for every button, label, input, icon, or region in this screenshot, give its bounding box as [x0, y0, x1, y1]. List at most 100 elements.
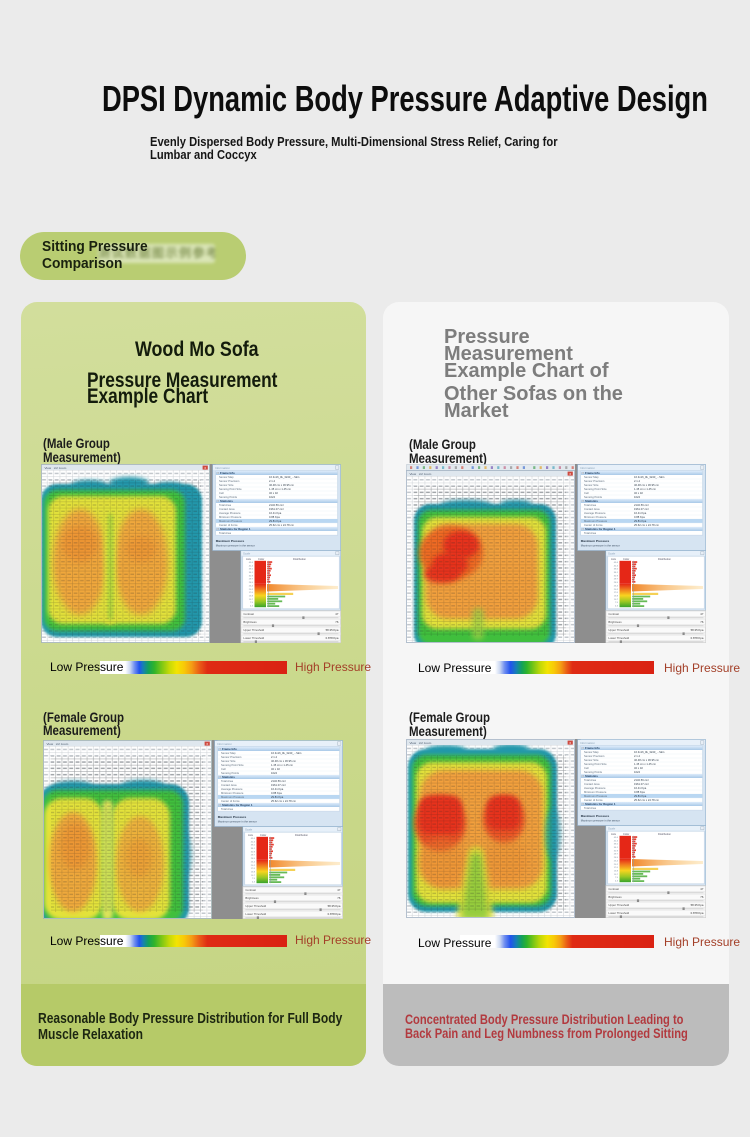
svg-text:0.88 Kpa: 0.88 Kpa — [271, 791, 282, 795]
svg-text:36.1: 36.1 — [614, 572, 619, 574]
svg-text:36.1: 36.1 — [251, 848, 256, 850]
svg-text:2132.56 cm²: 2132.56 cm² — [271, 779, 286, 783]
svg-text:Axis: Axis — [246, 557, 252, 561]
svg-text:Axis: Axis — [611, 557, 617, 561]
svg-text:2.1.4: 2.1.4 — [634, 754, 640, 758]
svg-text:Frame Info: Frame Info — [220, 471, 235, 475]
svg-text:10.7: 10.7 — [614, 599, 619, 601]
svg-text:Information: Information — [580, 741, 595, 745]
svg-text:Statistics for Region 1: Statistics for Region 1 — [222, 803, 253, 807]
svg-text:47: 47 — [337, 888, 341, 892]
svg-text:Maximum Pressure: Maximum Pressure — [584, 519, 608, 523]
svg-text:Sensor Size: Sensor Size — [584, 758, 599, 762]
svg-text:0.878 Kpa: 0.878 Kpa — [328, 912, 341, 916]
svg-text:Statistics for Region 1: Statistics for Region 1 — [220, 527, 251, 531]
svg-text:2132.56 cm²: 2132.56 cm² — [634, 503, 649, 507]
svg-text:Frame Info: Frame Info — [222, 747, 237, 751]
svg-text:29.81 Kpa: 29.81 Kpa — [634, 794, 647, 798]
svg-text:Sensing Point Size: Sensing Point Size — [221, 763, 244, 767]
svg-text:39.2: 39.2 — [249, 569, 254, 571]
svg-text:Sensing Points: Sensing Points — [584, 495, 603, 499]
svg-text:Contact Area: Contact Area — [584, 507, 600, 511]
svg-text:7.5: 7.5 — [252, 878, 256, 880]
svg-text:1024: 1024 — [271, 771, 277, 775]
svg-text:29.7: 29.7 — [249, 579, 254, 581]
svg-text:Sensor Size: Sensor Size — [221, 759, 236, 763]
svg-text:17.0: 17.0 — [614, 867, 619, 869]
svg-text:46.48 cm x 36.95 cm: 46.48 cm x 36.95 cm — [269, 483, 295, 487]
svg-text:42.4: 42.4 — [614, 565, 619, 567]
svg-text:Sensing Points: Sensing Points — [221, 771, 240, 775]
svg-text:2.1.4: 2.1.4 — [269, 479, 275, 483]
svg-text:Sensor Precision: Sensor Precision — [219, 479, 240, 483]
svg-text:1961.07 cm²: 1961.07 cm² — [634, 782, 649, 786]
svg-text:23.4: 23.4 — [251, 861, 256, 863]
svg-text:4.3: 4.3 — [252, 882, 256, 884]
svg-text:x: x — [206, 742, 208, 746]
svg-text:Upper Threshold: Upper Threshold — [245, 904, 266, 908]
svg-text:20.2: 20.2 — [249, 589, 254, 591]
svg-text:39.2: 39.2 — [614, 844, 619, 846]
svg-text:Sensor Map: Sensor Map — [221, 751, 236, 755]
svg-text:Color: Color — [258, 557, 264, 561]
svg-text:47: 47 — [700, 612, 704, 616]
svg-text:Upper Threshold: Upper Threshold — [243, 628, 264, 632]
svg-text:16.41 Kpa: 16.41 Kpa — [634, 511, 647, 515]
svg-text:Brightness: Brightness — [243, 620, 257, 624]
svg-text:Contrast: Contrast — [608, 612, 619, 616]
svg-text:58.35 Kpa: 58.35 Kpa — [326, 628, 339, 632]
svg-text:Sensor Map: Sensor Map — [584, 475, 599, 479]
svg-text:Distribution: Distribution — [658, 557, 672, 561]
svg-text:Center of Force: Center of Force — [584, 523, 603, 527]
svg-text:16.41 Kpa: 16.41 Kpa — [634, 786, 647, 790]
svg-text:13.8: 13.8 — [614, 596, 619, 598]
svg-text:Information: Information — [215, 466, 230, 470]
svg-text:58.35 Kpa: 58.35 Kpa — [328, 904, 341, 908]
svg-text:Cell: Cell — [221, 767, 226, 771]
svg-text:0.878 Kpa: 0.878 Kpa — [326, 636, 339, 640]
svg-text:Average Pressure: Average Pressure — [221, 787, 243, 791]
svg-text:Maximum Pressure: Maximum Pressure — [221, 795, 245, 799]
svg-text:Contrast: Contrast — [245, 888, 256, 892]
svg-text:View x/2 zoom: View x/2 zoom — [45, 466, 67, 470]
svg-text:32.9: 32.9 — [251, 851, 256, 853]
svg-text:Lower Threshold: Lower Threshold — [608, 911, 629, 915]
svg-text:Contact Area: Contact Area — [221, 783, 237, 787]
svg-text:Upper Threshold: Upper Threshold — [608, 628, 629, 632]
svg-text:1961.07 cm²: 1961.07 cm² — [269, 507, 284, 511]
svg-text:76: 76 — [335, 620, 339, 624]
svg-text:Maximum Pressure: Maximum Pressure — [584, 794, 608, 798]
svg-text:Contrast: Contrast — [608, 887, 619, 891]
svg-text:1024: 1024 — [634, 770, 640, 774]
svg-text:Statistics: Statistics — [222, 775, 235, 779]
svg-text:Total Area: Total Area — [584, 778, 596, 782]
svg-text:23.4: 23.4 — [614, 585, 619, 587]
svg-text:Sensing Point Size: Sensing Point Size — [584, 762, 607, 766]
svg-text:Maximum pressure in the sensor: Maximum pressure in the sensor — [581, 818, 620, 822]
svg-text:7.5: 7.5 — [250, 602, 254, 604]
svg-text:Sensor Precision: Sensor Precision — [584, 754, 605, 758]
svg-text:4.3: 4.3 — [615, 881, 619, 883]
svg-text:Center of Force: Center of Force — [219, 523, 238, 527]
svg-text:Minimum Pressure: Minimum Pressure — [584, 790, 607, 794]
svg-text:36.1: 36.1 — [614, 847, 619, 849]
svg-text:x: x — [204, 466, 206, 470]
svg-text:Maximum pressure in the sensor: Maximum pressure in the sensor — [216, 543, 255, 547]
svg-text:1.45 cm x 1.45 cm: 1.45 cm x 1.45 cm — [634, 487, 657, 491]
svg-text:16.3x16_0k_3243_...Skin: 16.3x16_0k_3243_...Skin — [634, 750, 665, 754]
svg-text:Cell: Cell — [584, 491, 589, 495]
svg-text:0.88 Kpa: 0.88 Kpa — [634, 790, 645, 794]
svg-text:29.7: 29.7 — [251, 855, 256, 857]
svg-text:2.1.4: 2.1.4 — [271, 755, 277, 759]
svg-text:Total Area: Total Area — [221, 807, 233, 811]
svg-text:Statistics: Statistics — [585, 499, 598, 503]
svg-text:Average Pressure: Average Pressure — [584, 786, 606, 790]
svg-text:Upper Threshold: Upper Threshold — [608, 903, 629, 907]
svg-text:Sensor Precision: Sensor Precision — [584, 479, 605, 483]
svg-text:View x/2 zoom: View x/2 zoom — [410, 472, 432, 476]
svg-text:Center of Force: Center of Force — [584, 798, 603, 802]
svg-text:32.9: 32.9 — [614, 575, 619, 577]
svg-text:Distribution: Distribution — [295, 833, 309, 837]
svg-text:Brightness: Brightness — [608, 620, 622, 624]
svg-text:20.2: 20.2 — [251, 865, 256, 867]
